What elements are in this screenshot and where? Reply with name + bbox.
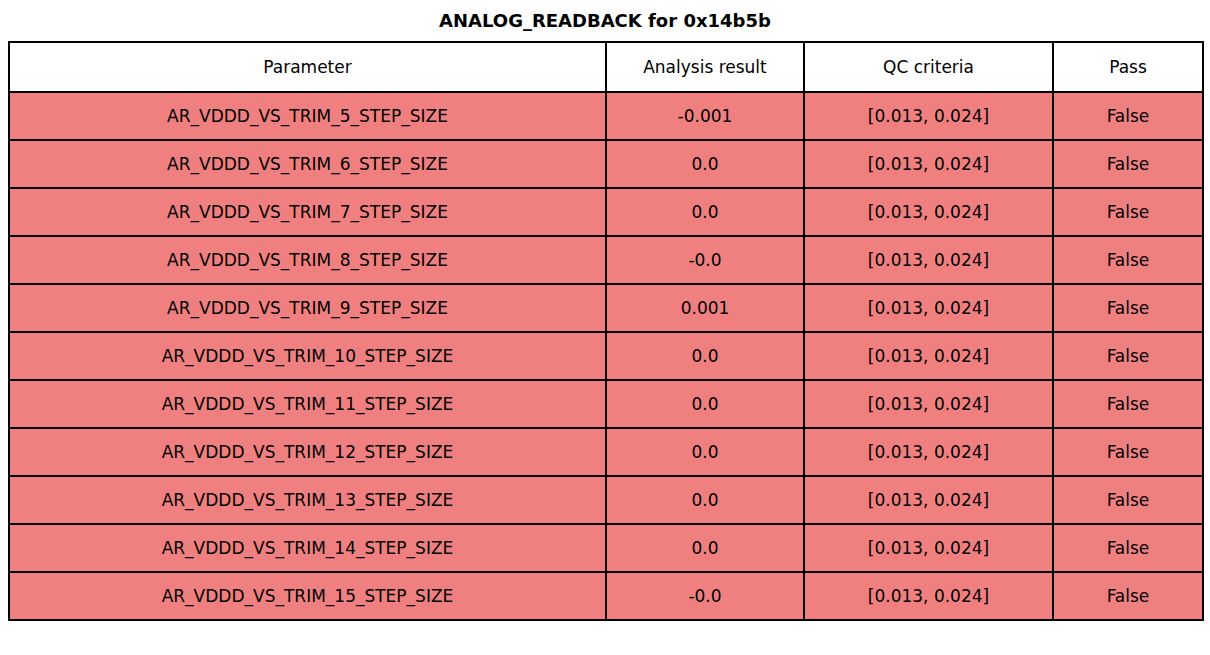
cell-analysis-result: 0.0 xyxy=(606,380,804,428)
cell-analysis-result: 0.0 xyxy=(606,476,804,524)
cell-parameter: AR_VDDD_VS_TRIM_10_STEP_SIZE xyxy=(9,332,606,380)
table-row: AR_VDDD_VS_TRIM_15_STEP_SIZE -0.0 [0.013… xyxy=(9,572,1203,620)
cell-pass: False xyxy=(1053,524,1203,572)
cell-pass: False xyxy=(1053,188,1203,236)
cell-analysis-result: 0.0 xyxy=(606,524,804,572)
cell-analysis-result: 0.001 xyxy=(606,284,804,332)
cell-pass: False xyxy=(1053,140,1203,188)
cell-parameter: AR_VDDD_VS_TRIM_11_STEP_SIZE xyxy=(9,380,606,428)
cell-pass: False xyxy=(1053,332,1203,380)
table-row: AR_VDDD_VS_TRIM_12_STEP_SIZE 0.0 [0.013,… xyxy=(9,428,1203,476)
cell-qc-criteria: [0.013, 0.024] xyxy=(804,236,1053,284)
cell-parameter: AR_VDDD_VS_TRIM_5_STEP_SIZE xyxy=(9,92,606,140)
qc-results-table: Parameter Analysis result QC criteria Pa… xyxy=(8,41,1204,621)
cell-analysis-result: 0.0 xyxy=(606,188,804,236)
table-row: AR_VDDD_VS_TRIM_5_STEP_SIZE -0.001 [0.01… xyxy=(9,92,1203,140)
cell-pass: False xyxy=(1053,428,1203,476)
cell-analysis-result: 0.0 xyxy=(606,332,804,380)
cell-qc-criteria: [0.013, 0.024] xyxy=(804,188,1053,236)
cell-parameter: AR_VDDD_VS_TRIM_9_STEP_SIZE xyxy=(9,284,606,332)
cell-pass: False xyxy=(1053,236,1203,284)
table-row: AR_VDDD_VS_TRIM_14_STEP_SIZE 0.0 [0.013,… xyxy=(9,524,1203,572)
cell-qc-criteria: [0.013, 0.024] xyxy=(804,92,1053,140)
cell-qc-criteria: [0.013, 0.024] xyxy=(804,524,1053,572)
table-row: AR_VDDD_VS_TRIM_11_STEP_SIZE 0.0 [0.013,… xyxy=(9,380,1203,428)
cell-parameter: AR_VDDD_VS_TRIM_6_STEP_SIZE xyxy=(9,140,606,188)
cell-analysis-result: -0.0 xyxy=(606,572,804,620)
cell-pass: False xyxy=(1053,92,1203,140)
cell-pass: False xyxy=(1053,284,1203,332)
cell-parameter: AR_VDDD_VS_TRIM_12_STEP_SIZE xyxy=(9,428,606,476)
table-row: AR_VDDD_VS_TRIM_6_STEP_SIZE 0.0 [0.013, … xyxy=(9,140,1203,188)
column-header-qc-criteria: QC criteria xyxy=(804,42,1053,92)
table-row: AR_VDDD_VS_TRIM_7_STEP_SIZE 0.0 [0.013, … xyxy=(9,188,1203,236)
cell-analysis-result: -0.0 xyxy=(606,236,804,284)
cell-parameter: AR_VDDD_VS_TRIM_14_STEP_SIZE xyxy=(9,524,606,572)
cell-parameter: AR_VDDD_VS_TRIM_7_STEP_SIZE xyxy=(9,188,606,236)
cell-qc-criteria: [0.013, 0.024] xyxy=(804,140,1053,188)
column-header-analysis-result: Analysis result xyxy=(606,42,804,92)
cell-pass: False xyxy=(1053,476,1203,524)
table-header-row: Parameter Analysis result QC criteria Pa… xyxy=(9,42,1203,92)
cell-parameter: AR_VDDD_VS_TRIM_15_STEP_SIZE xyxy=(9,572,606,620)
cell-qc-criteria: [0.013, 0.024] xyxy=(804,572,1053,620)
table-row: AR_VDDD_VS_TRIM_10_STEP_SIZE 0.0 [0.013,… xyxy=(9,332,1203,380)
cell-pass: False xyxy=(1053,380,1203,428)
cell-qc-criteria: [0.013, 0.024] xyxy=(804,380,1053,428)
column-header-pass: Pass xyxy=(1053,42,1203,92)
cell-analysis-result: -0.001 xyxy=(606,92,804,140)
cell-qc-criteria: [0.013, 0.024] xyxy=(804,428,1053,476)
cell-parameter: AR_VDDD_VS_TRIM_8_STEP_SIZE xyxy=(9,236,606,284)
column-header-parameter: Parameter xyxy=(9,42,606,92)
cell-qc-criteria: [0.013, 0.024] xyxy=(804,476,1053,524)
cell-pass: False xyxy=(1053,572,1203,620)
table-row: AR_VDDD_VS_TRIM_9_STEP_SIZE 0.001 [0.013… xyxy=(9,284,1203,332)
cell-analysis-result: 0.0 xyxy=(606,140,804,188)
cell-parameter: AR_VDDD_VS_TRIM_13_STEP_SIZE xyxy=(9,476,606,524)
table-row: AR_VDDD_VS_TRIM_8_STEP_SIZE -0.0 [0.013,… xyxy=(9,236,1203,284)
cell-qc-criteria: [0.013, 0.024] xyxy=(804,332,1053,380)
table-row: AR_VDDD_VS_TRIM_13_STEP_SIZE 0.0 [0.013,… xyxy=(9,476,1203,524)
page-title: ANALOG_READBACK for 0x14b5b xyxy=(0,0,1210,41)
cell-analysis-result: 0.0 xyxy=(606,428,804,476)
cell-qc-criteria: [0.013, 0.024] xyxy=(804,284,1053,332)
